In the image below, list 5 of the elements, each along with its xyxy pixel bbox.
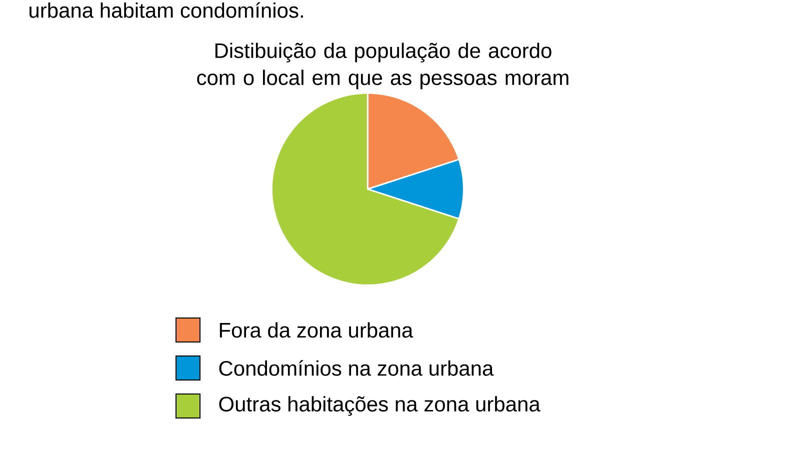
text: urbana habitam condomínios. — [30, 2, 303, 18]
legend-label: Fora da zona urbana — [220, 322, 414, 338]
chart-title: Distibuição da população de acordo com o local em que as pessoas moram — [197, 42, 568, 90]
legend-label: Outras habitações na zona urbana — [219, 396, 540, 416]
legend-label: Condomínios na zona urbana — [219, 360, 494, 376]
